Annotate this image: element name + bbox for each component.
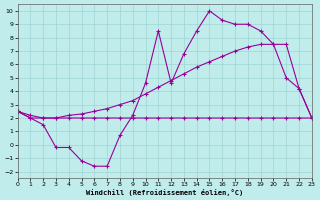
X-axis label: Windchill (Refroidissement éolien,°C): Windchill (Refroidissement éolien,°C) xyxy=(86,189,243,196)
